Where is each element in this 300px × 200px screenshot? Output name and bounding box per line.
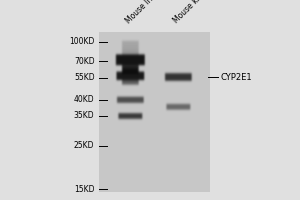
Text: 35KD: 35KD xyxy=(74,112,94,120)
Text: 70KD: 70KD xyxy=(74,56,94,66)
Text: 15KD: 15KD xyxy=(74,184,94,194)
Text: 40KD: 40KD xyxy=(74,96,94,104)
Text: Mouse liver: Mouse liver xyxy=(124,0,162,25)
Text: 25KD: 25KD xyxy=(74,142,94,150)
Text: Mouse kidney: Mouse kidney xyxy=(172,0,216,25)
Text: CYP2E1: CYP2E1 xyxy=(220,72,252,82)
Text: 100KD: 100KD xyxy=(69,38,94,46)
Text: 55KD: 55KD xyxy=(74,73,94,82)
